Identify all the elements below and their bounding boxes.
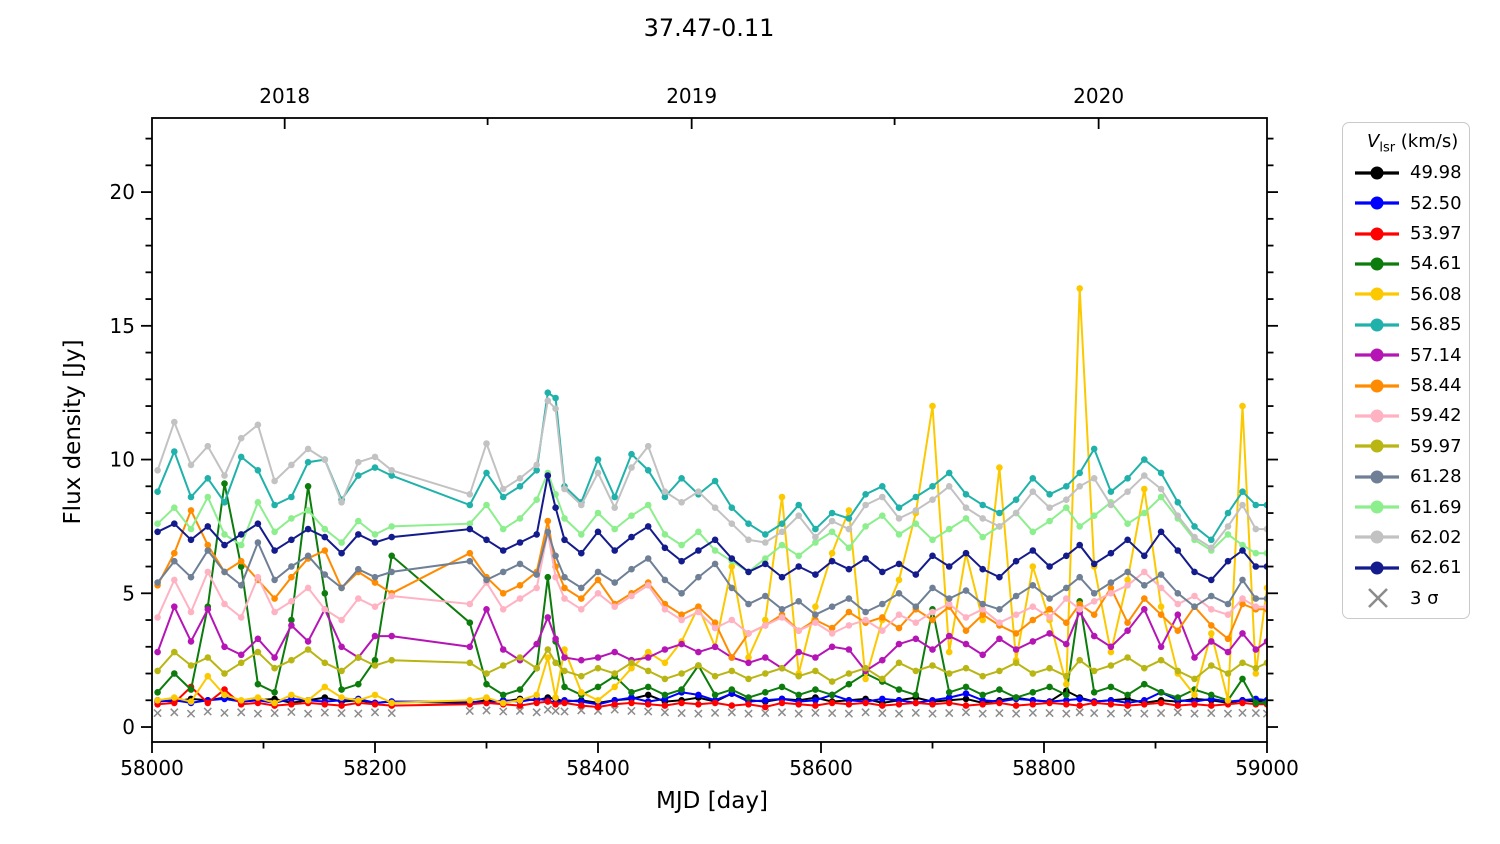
legend-line-marker-icon	[1355, 530, 1399, 544]
series-layer	[153, 285, 1267, 718]
legend-label: 56.85	[1410, 314, 1462, 336]
axes-layer	[141, 117, 1278, 753]
legend-entry-59.97: 59.97	[1353, 431, 1469, 461]
legend-label: 61.69	[1410, 496, 1462, 518]
legend-title-symbol: V	[1367, 131, 1380, 152]
legend-line-marker-icon	[1355, 439, 1399, 453]
legend-line-marker-icon	[1355, 196, 1399, 210]
y-tick-label: 0	[122, 715, 135, 739]
x-axis-label: MJD [day]	[656, 788, 768, 814]
legend-title-subscript: lsr	[1379, 140, 1396, 156]
y-tick-label: 15	[110, 314, 135, 338]
x-tick-label: 58400	[566, 756, 630, 780]
legend-entry-56.08: 56.08	[1353, 279, 1469, 309]
series-56.08	[154, 285, 1267, 707]
year-label: 2020	[1073, 84, 1124, 108]
legend-label: 61.28	[1410, 466, 1462, 488]
series-59.42	[154, 528, 1267, 637]
year-label: 2018	[259, 84, 310, 108]
legend-entry-58.44: 58.44	[1353, 370, 1469, 400]
x-tick-label: 59000	[1235, 756, 1299, 780]
y-tick-label: 5	[122, 581, 135, 605]
legend-label: 59.97	[1410, 435, 1462, 457]
legend-entry-59.42: 59.42	[1353, 401, 1469, 431]
legend-entry-56.85: 56.85	[1353, 310, 1469, 340]
legend-entry-61.69: 61.69	[1353, 492, 1469, 522]
sigma-x-icon	[1368, 588, 1388, 609]
legend-line-marker-icon	[1355, 379, 1399, 393]
legend-label: 58.44	[1410, 375, 1462, 397]
legend-line-marker-icon	[1355, 166, 1399, 180]
legend-entry-61.28: 61.28	[1353, 462, 1469, 492]
legend-label: 49.98	[1410, 162, 1462, 184]
legend-label: 62.61	[1410, 557, 1462, 579]
series-3-sigma	[153, 705, 1267, 718]
legend-entry-62.02: 62.02	[1353, 522, 1469, 552]
legend-label: 62.02	[1410, 526, 1462, 548]
legend-label: 52.50	[1410, 192, 1462, 214]
chart-title: 37.47-0.11	[643, 14, 775, 42]
legend-line-marker-icon	[1355, 561, 1399, 575]
legend-label: 53.97	[1410, 223, 1462, 245]
legend-title-unit: (km/s)	[1395, 131, 1459, 152]
x-tick-label: 58000	[120, 756, 184, 780]
legend-label: 57.14	[1410, 344, 1462, 366]
legend-entry-53.97: 53.97	[1353, 218, 1469, 248]
legend-line-marker-icon	[1355, 470, 1399, 484]
legend-title: Vlsr (km/s)	[1367, 131, 1469, 156]
x-tick-label: 58200	[343, 756, 407, 780]
series-56.85	[154, 389, 1267, 544]
y-tick-label: 20	[110, 180, 135, 204]
legend-entry-3-: 3 σ	[1353, 583, 1469, 613]
legend-line-marker-icon	[1355, 318, 1399, 332]
legend-entry-49.98: 49.98	[1353, 158, 1469, 188]
series-62.61	[154, 472, 1267, 584]
legend-line-marker-icon	[1355, 348, 1399, 362]
legend-entries: 49.98 52.50 53.97 54.61 56.08 56.85 57.14 58.44…	[1353, 158, 1469, 614]
y-axis-label: Flux density [Jy]	[60, 339, 86, 525]
legend-line-marker-icon	[1355, 287, 1399, 301]
series-54.61	[154, 480, 1267, 707]
x-tick-label: 58800	[1012, 756, 1076, 780]
legend-label: 3 σ	[1410, 587, 1439, 609]
legend-line-marker-icon	[1355, 227, 1399, 241]
legend-line-marker-icon	[1355, 257, 1399, 271]
legend-label: 59.42	[1410, 405, 1462, 427]
legend-line-marker-icon	[1355, 500, 1399, 514]
x-tick-label: 58600	[789, 756, 853, 780]
y-tick-label: 10	[110, 448, 135, 472]
legend-entry-54.61: 54.61	[1353, 249, 1469, 279]
series-61.28	[154, 528, 1267, 618]
legend-entry-52.50: 52.50	[1353, 188, 1469, 218]
year-label: 2019	[666, 84, 717, 108]
legend-entry-62.61: 62.61	[1353, 553, 1469, 583]
legend: Vlsr (km/s) 49.98 52.50 53.97 54.61 56.08 56.…	[1342, 122, 1470, 619]
legend-label: 56.08	[1410, 283, 1462, 305]
legend-entry-57.14: 57.14	[1353, 340, 1469, 370]
legend-line-marker-icon	[1355, 409, 1399, 423]
legend-label: 54.61	[1410, 253, 1462, 275]
series-62.02	[154, 397, 1267, 552]
series-59.97	[154, 646, 1267, 685]
